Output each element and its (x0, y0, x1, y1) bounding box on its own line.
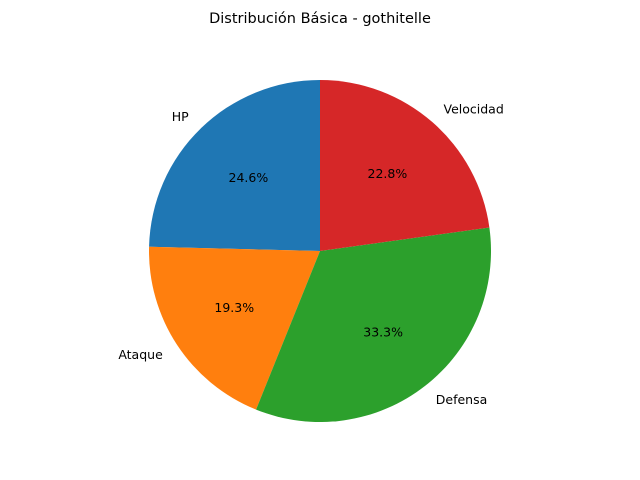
pie-slice-velocidad (320, 80, 490, 251)
pct-label-hp: 24.6% (229, 170, 269, 185)
pct-label-velocidad: 22.8% (368, 166, 408, 181)
chart-title: Distribución Básica - gothitelle (209, 11, 431, 27)
pct-label-ataque: 19.3% (214, 300, 254, 315)
slice-label-velocidad: Velocidad (444, 102, 504, 117)
slice-label-hp: HP (172, 109, 189, 124)
pie-slice-hp (149, 80, 320, 251)
pct-label-defensa: 33.3% (363, 324, 403, 339)
pie-slice-ataque (149, 246, 320, 410)
slice-label-defensa: Defensa (436, 392, 488, 407)
pie-slice-defensa (256, 227, 491, 422)
slice-label-ataque: Ataque (118, 347, 163, 362)
